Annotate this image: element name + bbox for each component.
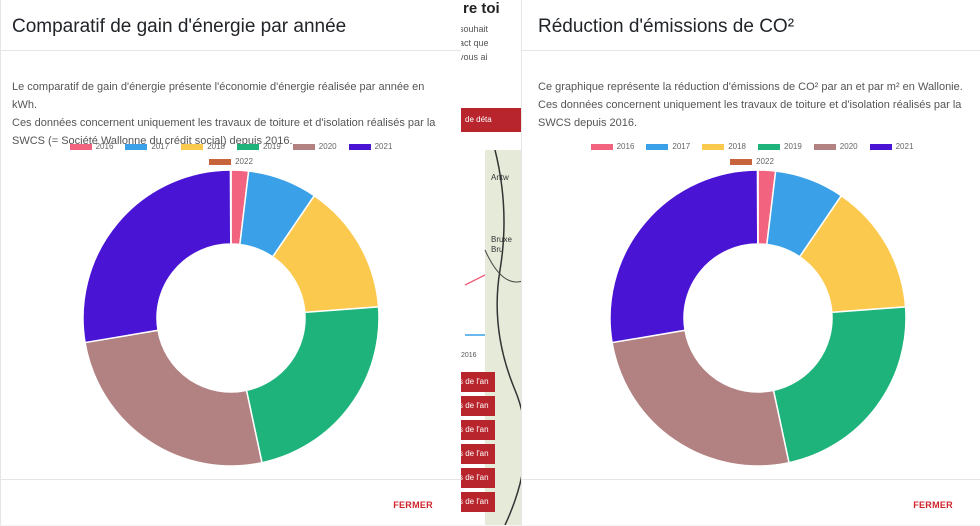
legend-item-2020[interactable]: 2020 xyxy=(293,142,337,151)
legend-item-2019[interactable]: 2019 xyxy=(758,142,802,151)
legend-label: 2020 xyxy=(319,142,337,151)
modal-description: Le comparatif de gain d'énergie présente… xyxy=(12,78,452,150)
donut-slice-2019[interactable] xyxy=(246,307,379,463)
legend-label: 2019 xyxy=(263,142,281,151)
energy-gain-modal: Comparatif de gain d'énergie par année L… xyxy=(0,0,461,525)
legend-swatch xyxy=(758,144,780,150)
map-label: Bru xyxy=(491,245,503,254)
modal-header: Réduction d'émissions de CO² xyxy=(522,0,980,51)
legend-swatch xyxy=(349,144,371,150)
year-button[interactable]: s de l'an xyxy=(459,444,495,464)
modal-title: Comparatif de gain d'énergie par année xyxy=(12,16,346,38)
axis-year-label: 2016 xyxy=(461,352,477,359)
legend-swatch xyxy=(181,144,203,150)
legend-item-2017[interactable]: 2017 xyxy=(646,142,690,151)
year-button[interactable]: s de l'an xyxy=(459,372,495,392)
legend-label: 2016 xyxy=(96,142,114,151)
modal-header: Comparatif de gain d'énergie par année xyxy=(1,0,461,51)
description-line: Le comparatif de gain d'énergie présente… xyxy=(12,78,452,114)
legend-label: 2021 xyxy=(896,142,914,151)
legend-item-2019[interactable]: 2019 xyxy=(237,142,281,151)
year-button[interactable]: s de l'an xyxy=(459,492,495,512)
co2-reduction-modal: Réduction d'émissions de CO² Ce graphiqu… xyxy=(521,0,980,525)
background-title: re toi xyxy=(463,0,500,17)
legend-item-2022[interactable]: 2022 xyxy=(209,157,253,166)
legend-item-2018[interactable]: 2018 xyxy=(181,142,225,151)
year-button[interactable]: s de l'an xyxy=(459,396,495,416)
map[interactable]: Antw Bruxe Bru 2016 s de l'an s de l'an … xyxy=(455,150,530,525)
legend-item-2021[interactable]: 2021 xyxy=(870,142,914,151)
legend-swatch xyxy=(125,144,147,150)
details-button[interactable]: de déta xyxy=(461,108,521,132)
modal-footer: FERMER xyxy=(522,479,980,526)
close-button[interactable]: FERMER xyxy=(393,500,433,510)
year-button[interactable]: s de l'an xyxy=(459,420,495,440)
legend-swatch xyxy=(702,144,724,150)
legend-item-2018[interactable]: 2018 xyxy=(702,142,746,151)
legend-swatch xyxy=(209,159,231,165)
legend-label: 2022 xyxy=(756,157,774,166)
legend-label: 2021 xyxy=(375,142,393,151)
description-line: Ces données concernent uniquement les tr… xyxy=(538,96,968,132)
legend-swatch xyxy=(870,144,892,150)
donut-slice-2021[interactable] xyxy=(83,170,231,343)
donut-chart xyxy=(79,166,383,470)
map-label: Bruxe xyxy=(491,235,512,244)
modal-title: Réduction d'émissions de CO² xyxy=(538,16,794,38)
legend-swatch xyxy=(293,144,315,150)
legend-label: 2017 xyxy=(151,142,169,151)
chart-legend: 2016 2017 2018 2019 2020 2021 2022 xyxy=(582,142,922,166)
legend-label: 2019 xyxy=(784,142,802,151)
legend-label: 2017 xyxy=(672,142,690,151)
legend-swatch xyxy=(814,144,836,150)
legend-label: 2022 xyxy=(235,157,253,166)
legend-item-2016[interactable]: 2016 xyxy=(591,142,635,151)
background-text-line: act que xyxy=(459,36,489,50)
donut-slice-2020[interactable] xyxy=(85,330,262,466)
legend-swatch xyxy=(70,144,92,150)
modal-footer: FERMER xyxy=(1,479,461,526)
legend-item-2020[interactable]: 2020 xyxy=(814,142,858,151)
legend-label: 2018 xyxy=(728,142,746,151)
year-button[interactable]: s de l'an xyxy=(459,468,495,488)
description-line: Ce graphique représente la réduction d'é… xyxy=(538,78,968,96)
donut-chart xyxy=(606,166,910,470)
legend-item-2017[interactable]: 2017 xyxy=(125,142,169,151)
legend-swatch xyxy=(730,159,752,165)
legend-swatch xyxy=(591,144,613,150)
legend-label: 2018 xyxy=(207,142,225,151)
legend-item-2016[interactable]: 2016 xyxy=(70,142,114,151)
background-page: re toi souhait act que vous ai de déta A… xyxy=(455,0,530,525)
map-label: Antw xyxy=(491,173,509,182)
background-text-line: souhait xyxy=(459,22,489,36)
background-text-line: vous ai xyxy=(459,50,489,64)
chart-legend: 2016 2017 2018 2019 2020 2021 2022 xyxy=(61,142,401,166)
legend-item-2021[interactable]: 2021 xyxy=(349,142,393,151)
legend-swatch xyxy=(237,144,259,150)
donut-slice-2021[interactable] xyxy=(610,170,758,343)
modal-description: Ce graphique représente la réduction d'é… xyxy=(538,78,968,132)
map-border xyxy=(485,250,525,282)
legend-label: 2020 xyxy=(840,142,858,151)
legend-swatch xyxy=(646,144,668,150)
legend-item-2022[interactable]: 2022 xyxy=(730,157,774,166)
background-text: souhait act que vous ai xyxy=(459,22,489,64)
donut-slice-2020[interactable] xyxy=(612,330,789,466)
donut-slice-2019[interactable] xyxy=(773,307,906,463)
legend-label: 2016 xyxy=(617,142,635,151)
close-button[interactable]: FERMER xyxy=(913,500,953,510)
